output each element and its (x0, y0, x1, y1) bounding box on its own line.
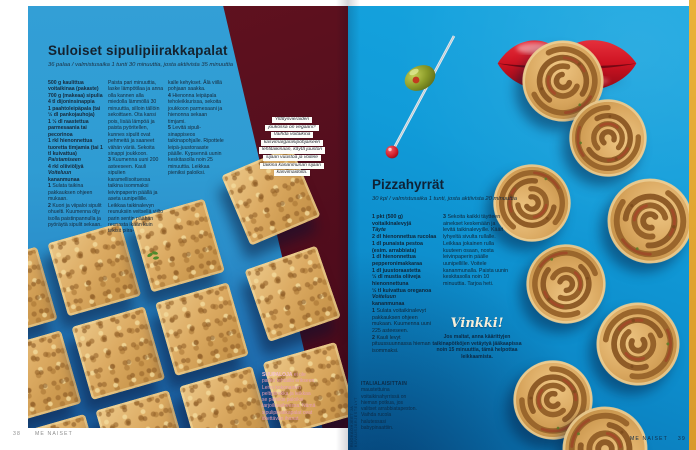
recipe-step: 1 Sulata taikina pakkauksen ohjeen mukaan… (48, 183, 104, 202)
step-number: 5 (168, 125, 171, 132)
recipe-meta-left: 36 palaa / valmistusaika 1 tunti 30 minu… (48, 62, 233, 68)
step-text: Kauli levyt pituussuunnassa hieman isomm… (372, 334, 431, 355)
step-text: Sekoita kaikki täytteen ainekset keskenä… (443, 214, 509, 288)
photo-caption-left: SUUPALOJA ei ole pakko tehtailla eriksee… (262, 372, 316, 422)
step-text: Hienonna leipäpala teholeikkurissa, seko… (168, 92, 223, 125)
recipe-step: 2 Kuori ja viipaloi sipulit ohuelti. Kuum… (48, 203, 104, 229)
page-footer-left: 38 ME NAISET (13, 431, 73, 437)
onion-pie-square (178, 365, 273, 428)
ingredient-line: ½ dl mustia oliiveja hienonnettuna (372, 274, 421, 288)
callout-line: Vaihda voitaikina (270, 132, 314, 139)
olive-pick (385, 35, 456, 159)
recipe-step: 4 Hienonna leipäpala teholeikkurissa, sek… (168, 93, 224, 125)
recipe-column: 1 pkt (500 g) voitaikinalevyjä Täyte 2 d… (372, 214, 438, 355)
next-page-edge-strip (689, 0, 696, 450)
maroon-backdrop: Yllätysvieraiden joukossa on vegaani? Va… (28, 6, 348, 428)
recipe-title-left: Suloiset sipulipiirakkapalat (48, 43, 228, 58)
ingredient-line: 1 dl hienonnettua pepperonimakkaraa (372, 254, 423, 267)
step-text: Kuori ja viipaloi sipulit ohuelti. Kuume… (48, 202, 102, 228)
magazine-brand: ME NAISET (34, 431, 73, 437)
recipe-step: 3 Kuumenna uuni 200 asteeseen. Kauli sipu… (108, 157, 164, 234)
step-text: Levitä sipuli-sinappiseos taikinapohjall… (168, 125, 224, 177)
onion-pie-square (28, 413, 106, 428)
ingredient-line: kananmunaa (372, 301, 405, 308)
step-number: 3 (443, 214, 446, 220)
recipe-step: 2 Kauli levyt pituussuunnassa hieman isom… (372, 335, 438, 355)
caption-lead: ITALIALAISITTAIN (361, 381, 408, 387)
ingredient-line: 1 rkl hienonnettua tuoretta timjamia (ta… (48, 138, 103, 157)
caption-lead: SUUPALOJA (262, 372, 293, 378)
recipe-step: 5 Levitä sipuli-sinappiseos taikinapohjal… (168, 125, 224, 177)
ingredient-line: 1 ½ dl raastettua parmesaania tai pecori… (48, 118, 89, 138)
tip-heading: Vinkki! (450, 316, 504, 331)
callout-line: kasvimargariinipohjaiseen (260, 139, 324, 146)
step-continuation: Paista pari minuuttia, laske lämpötilaa … (108, 80, 164, 157)
recipe-column: 500 g kaulittua voitaikinaa (pakaste) 70… (48, 80, 104, 228)
step-number: 4 (168, 92, 171, 99)
ingredient-line: 700 g (makeaa) sipulia (48, 92, 103, 99)
recipe-column: Paista pari minuuttia, laske lämpötilaa … (108, 80, 164, 235)
blue-backdrop: Pizzahyrrät 30 kpl / valmistusaika 1 tun… (348, 6, 689, 450)
ingredient-line: kananmunaa (48, 176, 80, 183)
step-text: Sulata taikina pakkauksen ohjeen mukaan. (48, 183, 93, 203)
photo-credit: RUOKAOHJEET JA KUVAUSJÄRJESTELYT (350, 396, 358, 447)
step-number: 2 (372, 334, 375, 341)
recipe-title-right: Pizzahyrrät (372, 177, 445, 192)
pizza-pinwheel (567, 97, 649, 179)
tip-body: Jos maltat, anna käärittyjen taikinapötk… (432, 334, 522, 360)
thyme-garnish-icon (147, 251, 159, 260)
page-number: 39 (677, 436, 686, 442)
step-number: 1 (48, 183, 51, 190)
ingredient-line: 1 pkt (500 g) voitaikinalevyjä (372, 214, 412, 227)
recipe-step: 3 Sekoita kaikki täytteen ainekset kesken… (443, 214, 509, 288)
ingredient-category: Voiteluun (372, 294, 396, 301)
ingredient-line: 1 dl juustoraastetta (372, 267, 421, 274)
vegan-tip-callout: Yllätysvieraiden joukossa on vegaani? Va… (242, 116, 342, 177)
ingredient-line: 4 tl dijoninsinappia (48, 99, 95, 106)
step-number: 2 (48, 202, 51, 209)
photo-caption-right: ITALIALAISITTAIN maustettuina voitaikina… (361, 381, 417, 431)
callout-line: Yllätysvieraiden (271, 117, 313, 124)
step-text: Sulata voitaikinalevyt pakkauksen ohjeen… (372, 307, 431, 334)
ingredient-line: 2 dl hienonnettua rucolaa (372, 234, 437, 241)
onion-pie-square (71, 306, 166, 401)
left-magazine-page: Yllätysvieraiden joukossa on vegaani? Va… (13, 6, 348, 437)
callout-line: sijaan vuustoa ja voitele (263, 154, 321, 162)
pizza-pinwheel (594, 300, 682, 388)
callout-line: kasvimaidolla. (273, 170, 311, 177)
caption-text: maustettuina voitaikinahyrrissä on hiema… (361, 387, 417, 432)
ingredient-category: Voiteluun (48, 170, 72, 177)
step-text: Kuumenna uuni 200 asteeseen. Kauli sipul… (108, 157, 164, 235)
callout-line: taikina kananmunan sijaan (260, 162, 324, 169)
ingredient-line: 4 rkl oliiviöljyä (48, 163, 84, 170)
onion-pie-square (154, 282, 249, 377)
ingredient-line: 1 paahtoleipäpala (tai ½ dl pankojauhoja… (48, 105, 101, 119)
recipe-meta-right: 30 kpl / valmistusaika 1 tunti, josta ak… (372, 196, 517, 202)
recipe-column: kalle kehykset. Älä viillä pohjaan saakk… (168, 80, 224, 177)
magazine-brand: ME NAISET (630, 436, 668, 442)
pizza-pinwheel (560, 404, 650, 450)
ingredient-line: 500 g kaulittua voitaikinaa (pakaste) (48, 80, 99, 93)
tip-callout: Vinkki! Jos maltat, anna käärittyjen tai… (432, 316, 522, 360)
step-number: 1 (372, 307, 375, 314)
page-number: 38 (13, 431, 21, 437)
step-continuation: kalle kehykset. Älä viillä pohjaan saakk… (168, 80, 222, 93)
onion-pie-square (244, 245, 342, 343)
caption-text: ei ole pakko tehtailla erikseen. Leivo k… (262, 372, 316, 423)
right-magazine-page: Pizzahyrrät 30 kpl / valmistusaika 1 tun… (348, 0, 696, 450)
ingredient-line: ½ tl kuivattua oreganoa (372, 287, 432, 294)
page-footer-right: ME NAISET 39 (630, 436, 686, 442)
ingredient-line: 1 dl punaista pestoa (esim. arrabbiata) (372, 240, 423, 254)
callout-line: lehtitaikinaan, käytä juuston (258, 147, 326, 154)
recipe-column: 3 Sekoita kaikki täytteen ainekset kesken… (443, 214, 509, 288)
step-number: 3 (108, 157, 111, 164)
onion-pie-square (28, 330, 82, 425)
recipe-step: 1 Sulata voitaikinalevyt pakkauksen ohjee… (372, 308, 438, 335)
onion-pie-square (95, 389, 190, 428)
ingredient-category: Paistamiseen (48, 157, 81, 164)
ingredient-category: Täyte (372, 227, 386, 234)
callout-line: joukossa on vegaani? (265, 124, 319, 131)
pizza-pinwheel (605, 176, 689, 266)
